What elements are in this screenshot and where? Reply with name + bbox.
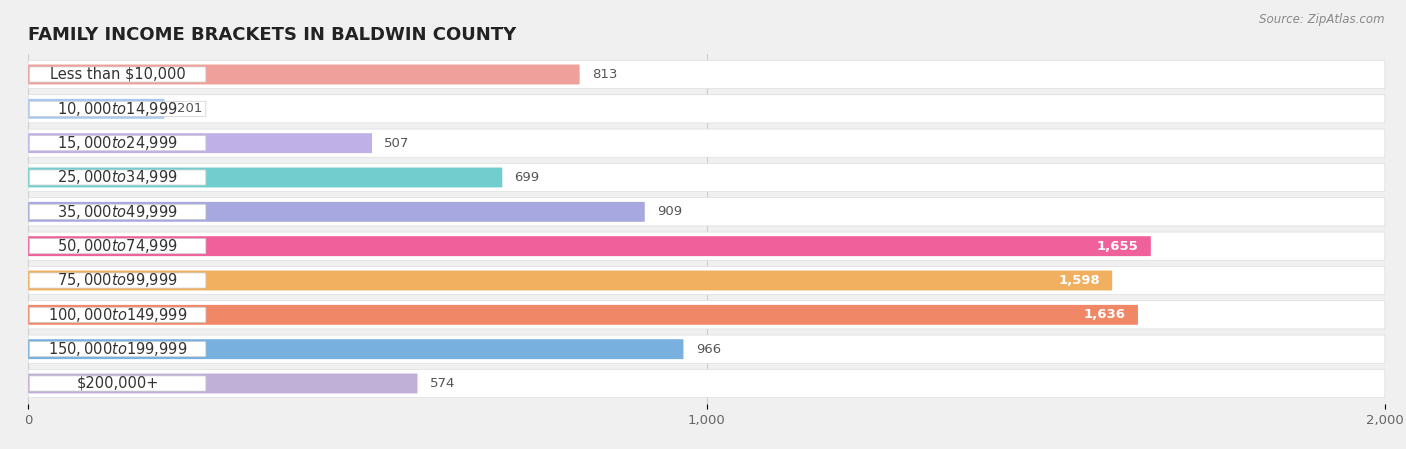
FancyBboxPatch shape	[28, 335, 1385, 363]
FancyBboxPatch shape	[28, 95, 1385, 123]
Text: FAMILY INCOME BRACKETS IN BALDWIN COUNTY: FAMILY INCOME BRACKETS IN BALDWIN COUNTY	[28, 26, 516, 44]
Text: $15,000 to $24,999: $15,000 to $24,999	[58, 134, 179, 152]
Text: Less than $10,000: Less than $10,000	[49, 67, 186, 82]
FancyBboxPatch shape	[28, 370, 1385, 397]
Text: 699: 699	[515, 171, 540, 184]
FancyBboxPatch shape	[28, 61, 1385, 88]
Text: 813: 813	[592, 68, 617, 81]
Text: $200,000+: $200,000+	[76, 376, 159, 391]
FancyBboxPatch shape	[30, 67, 205, 82]
Text: 1,598: 1,598	[1059, 274, 1099, 287]
FancyBboxPatch shape	[30, 307, 205, 322]
FancyBboxPatch shape	[30, 136, 205, 151]
Text: 201: 201	[177, 102, 202, 115]
Text: $10,000 to $14,999: $10,000 to $14,999	[58, 100, 179, 118]
Text: 966: 966	[696, 343, 721, 356]
FancyBboxPatch shape	[28, 374, 418, 393]
FancyBboxPatch shape	[28, 163, 1385, 192]
Text: 909: 909	[657, 205, 682, 218]
Text: $50,000 to $74,999: $50,000 to $74,999	[58, 237, 179, 255]
Text: 507: 507	[384, 136, 409, 150]
FancyBboxPatch shape	[30, 342, 205, 357]
FancyBboxPatch shape	[28, 133, 373, 153]
Text: $150,000 to $199,999: $150,000 to $199,999	[48, 340, 187, 358]
FancyBboxPatch shape	[28, 266, 1385, 295]
FancyBboxPatch shape	[28, 129, 1385, 157]
Text: Source: ZipAtlas.com: Source: ZipAtlas.com	[1260, 13, 1385, 26]
FancyBboxPatch shape	[28, 236, 1152, 256]
FancyBboxPatch shape	[28, 167, 502, 187]
FancyBboxPatch shape	[28, 232, 1385, 260]
Text: 574: 574	[430, 377, 456, 390]
FancyBboxPatch shape	[30, 273, 205, 288]
FancyBboxPatch shape	[28, 198, 1385, 226]
FancyBboxPatch shape	[28, 271, 1112, 291]
FancyBboxPatch shape	[30, 238, 205, 254]
Text: 1,636: 1,636	[1084, 308, 1126, 321]
Text: $25,000 to $34,999: $25,000 to $34,999	[58, 168, 179, 186]
FancyBboxPatch shape	[30, 170, 205, 185]
FancyBboxPatch shape	[28, 305, 1137, 325]
FancyBboxPatch shape	[30, 101, 205, 116]
FancyBboxPatch shape	[28, 202, 645, 222]
Text: $35,000 to $49,999: $35,000 to $49,999	[58, 203, 179, 221]
Text: 1,655: 1,655	[1097, 240, 1139, 253]
FancyBboxPatch shape	[28, 65, 579, 84]
FancyBboxPatch shape	[30, 204, 205, 220]
FancyBboxPatch shape	[28, 301, 1385, 329]
FancyBboxPatch shape	[28, 339, 683, 359]
Text: $100,000 to $149,999: $100,000 to $149,999	[48, 306, 187, 324]
FancyBboxPatch shape	[28, 99, 165, 119]
FancyBboxPatch shape	[30, 376, 205, 391]
Text: $75,000 to $99,999: $75,000 to $99,999	[58, 272, 179, 290]
